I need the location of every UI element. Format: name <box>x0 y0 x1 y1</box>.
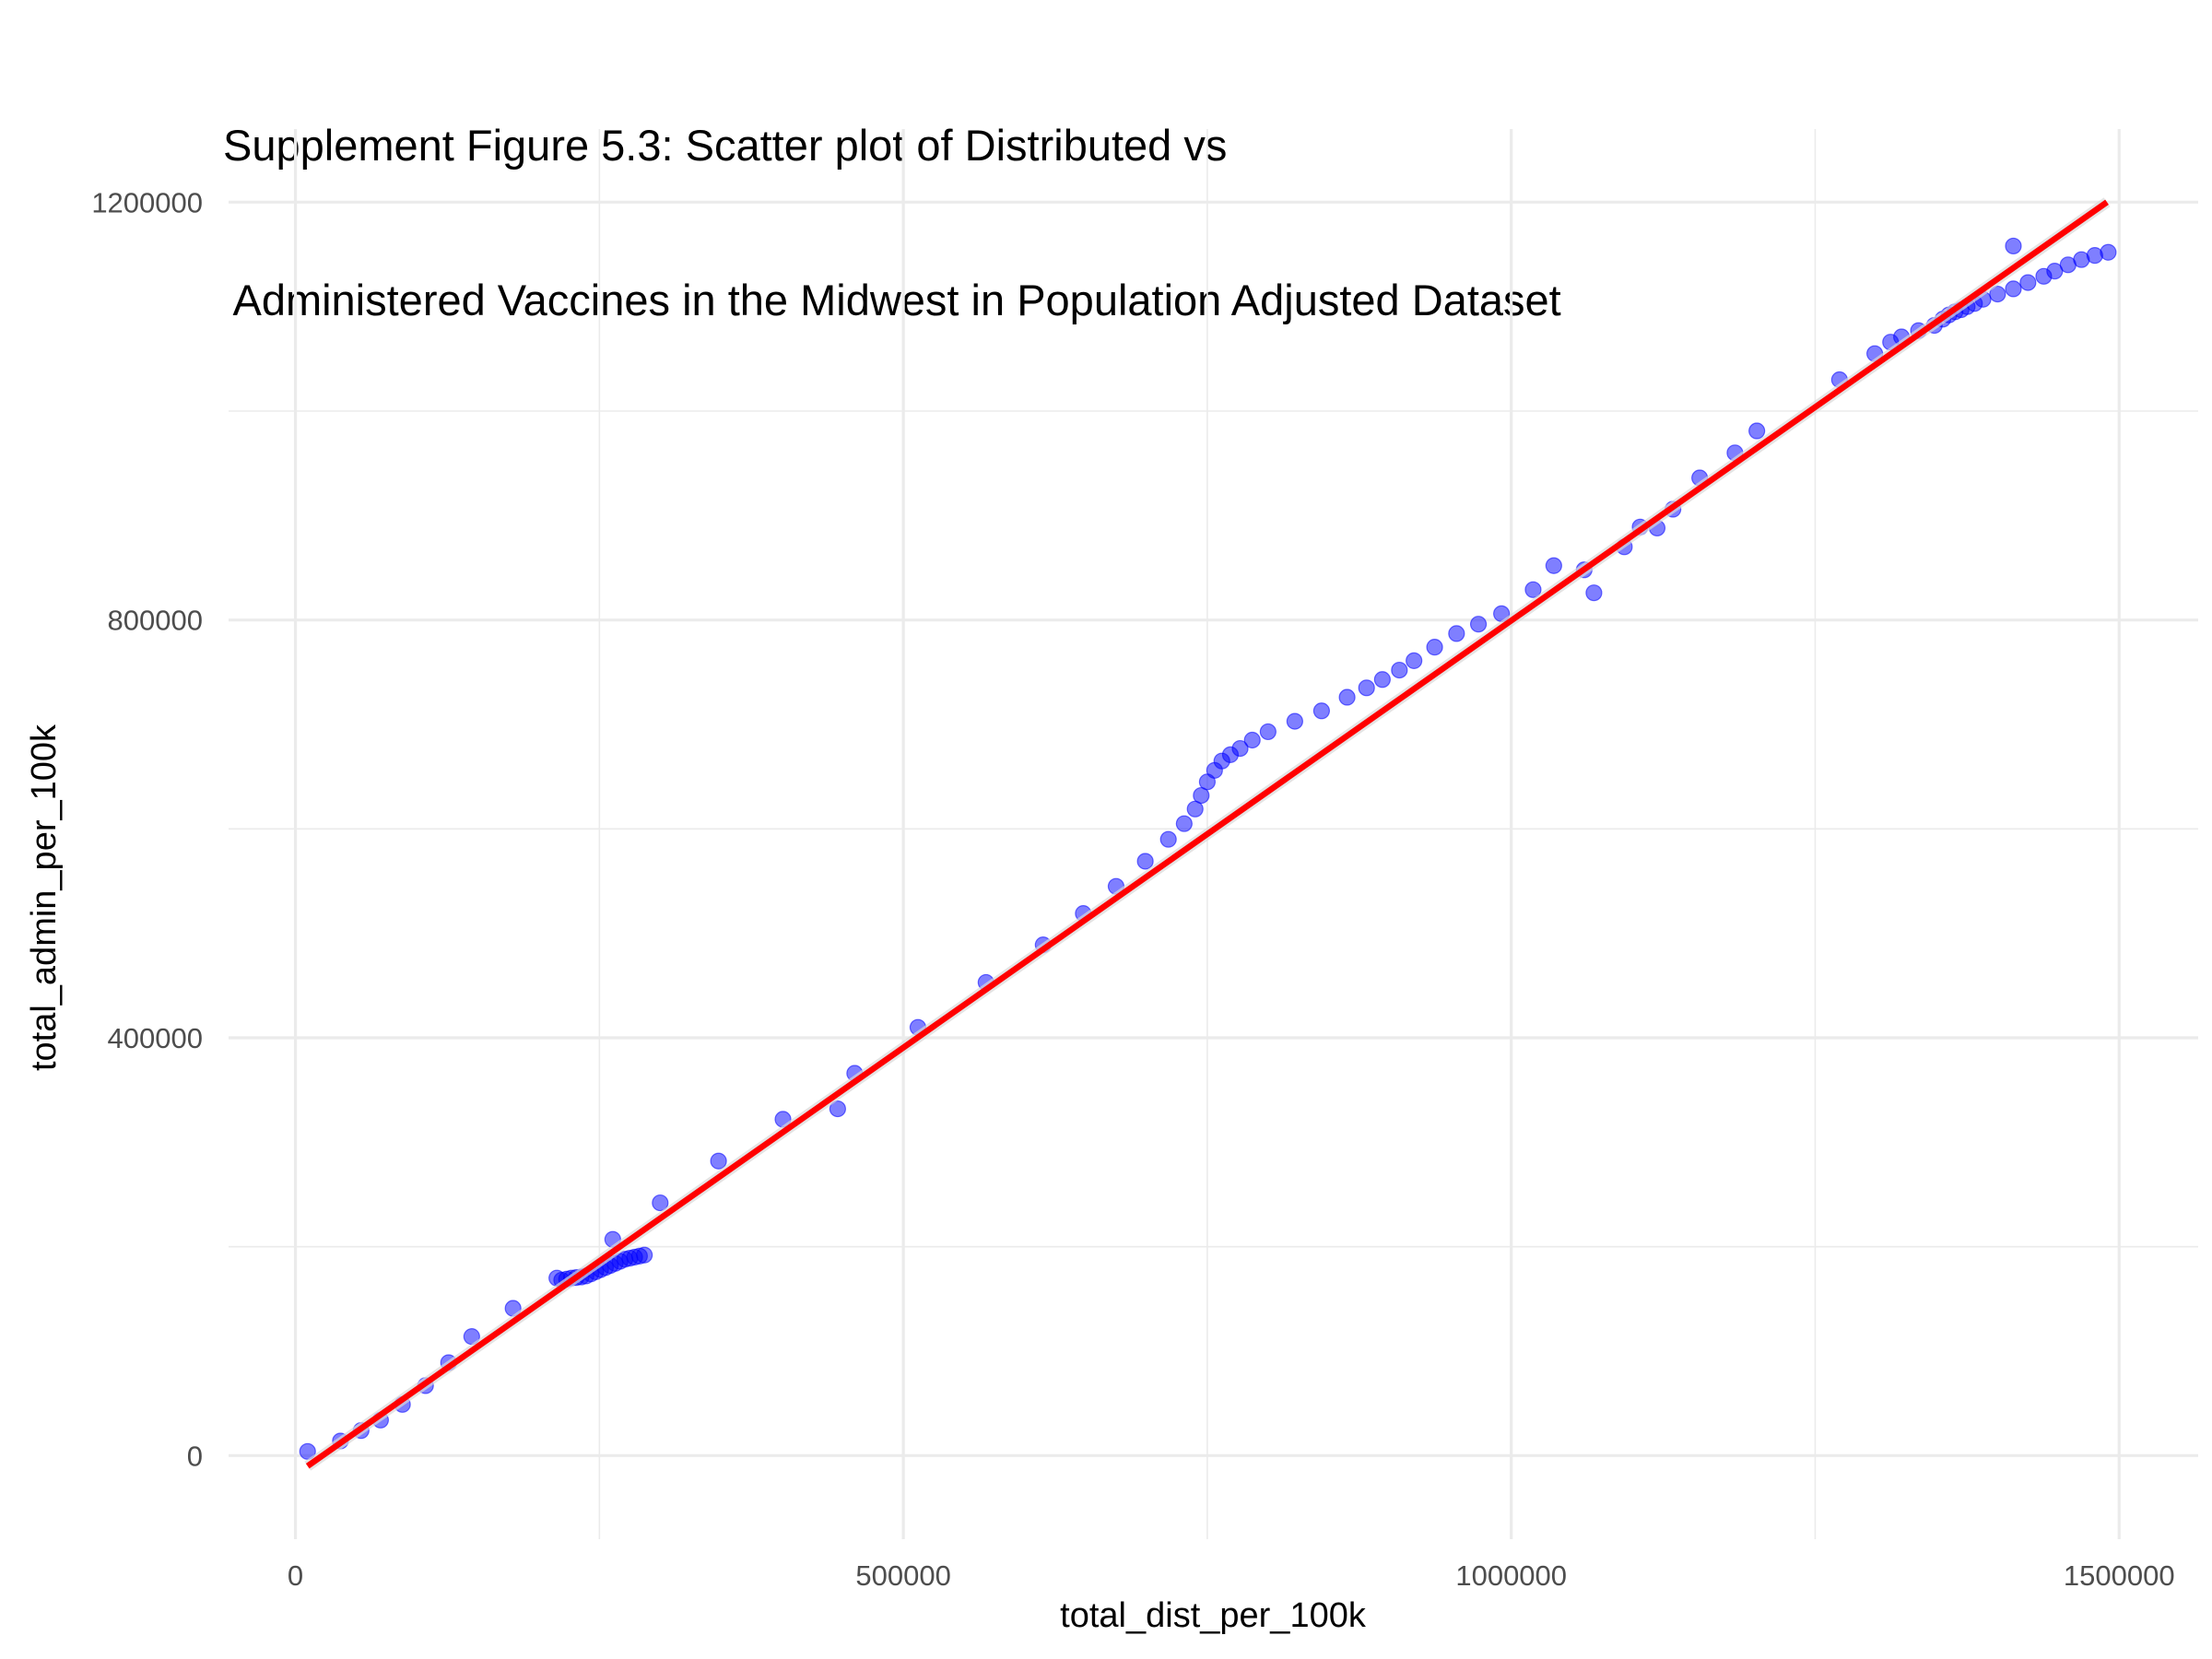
data-point <box>1373 671 1391 688</box>
data-point <box>1524 581 1542 598</box>
x-axis-label: total_dist_per_100k <box>1060 1596 1367 1635</box>
y-tick-label: 0 <box>187 1440 203 1472</box>
fit-line <box>305 199 2109 1469</box>
data-point <box>1136 853 1154 870</box>
y-axis-label: total_admin_per_100k <box>25 724 64 1071</box>
data-point <box>636 1246 653 1264</box>
data-point <box>2019 274 2037 291</box>
data-point <box>1406 652 1423 669</box>
data-point <box>1231 739 1249 758</box>
x-tick-label: 1000000 <box>1455 1559 1567 1592</box>
data-point <box>1989 285 2006 303</box>
y-tick-label: 1200000 <box>91 186 203 218</box>
x-tick-labels: 0 500000 1000000 1500000 <box>288 1559 2175 1592</box>
chart-title-line-2: Administered Vaccines in the Midwest in … <box>223 276 1561 324</box>
chart-title: Supplement Figure 5.3: Scatter plot of D… <box>223 17 1561 378</box>
data-point <box>1159 830 1177 848</box>
data-point <box>1469 616 1488 633</box>
chart-title-line-1: Supplement Figure 5.3: Scatter plot of D… <box>223 121 1228 170</box>
data-point <box>2100 243 2117 261</box>
data-point <box>2005 237 2022 255</box>
data-point <box>1312 702 1331 720</box>
y-tick-labels: 0 400000 800000 1200000 <box>91 186 203 1472</box>
data-point <box>1286 712 1303 730</box>
data-point <box>1338 688 1356 706</box>
x-tick-label: 1500000 <box>2064 1559 2175 1592</box>
data-point <box>1545 557 1562 574</box>
x-tick-label: 500000 <box>855 1559 950 1592</box>
data-point <box>710 1152 727 1170</box>
data-point <box>1585 584 1603 602</box>
data-point <box>1391 661 1408 679</box>
data-point <box>829 1100 846 1118</box>
major-gridlines <box>229 129 2198 1539</box>
data-point <box>1426 639 1443 656</box>
data-point <box>299 1442 316 1460</box>
data-point <box>1259 723 1277 741</box>
x-tick-label: 0 <box>288 1559 303 1592</box>
data-point <box>1243 731 1261 749</box>
data-point <box>1748 422 1766 440</box>
y-tick-label: 400000 <box>108 1022 203 1054</box>
data-point <box>1358 679 1375 697</box>
data-point <box>1448 625 1465 642</box>
fit-line-group <box>304 197 2111 1471</box>
y-tick-label: 800000 <box>108 605 203 637</box>
data-point <box>652 1194 669 1212</box>
data-point <box>2005 280 2022 298</box>
data-point <box>1175 815 1193 832</box>
